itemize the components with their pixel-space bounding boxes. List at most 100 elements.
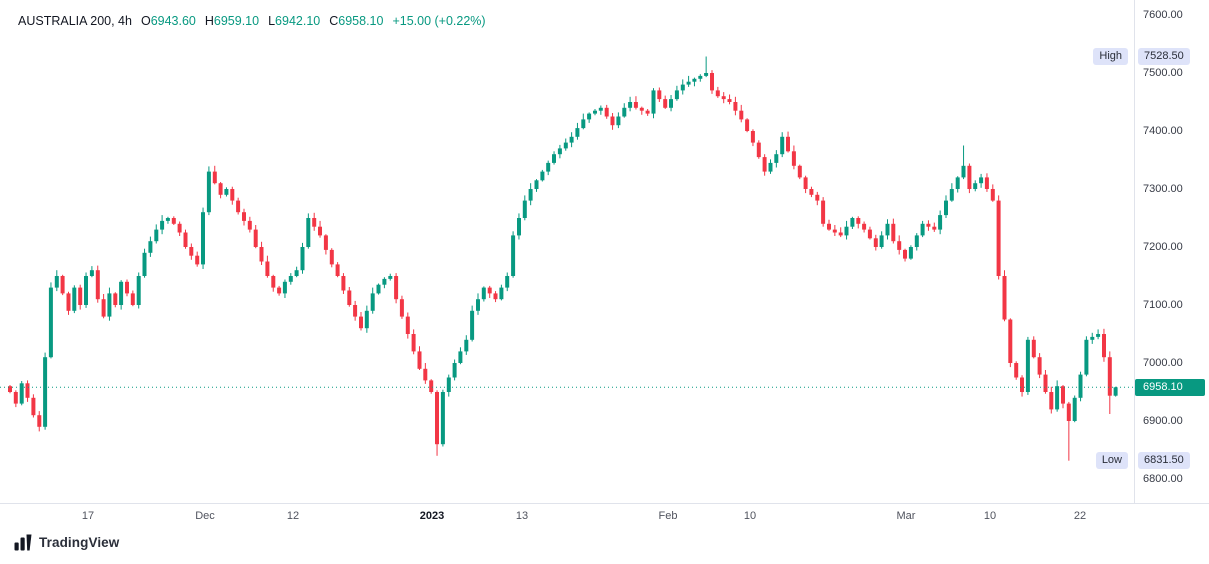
candle-up <box>107 293 112 317</box>
price-axis-separator <box>1134 0 1135 503</box>
candle-down <box>1020 377 1024 392</box>
candle-up <box>616 116 621 126</box>
candle-down <box>1037 357 1042 375</box>
candle-down <box>411 334 416 352</box>
price-axis-label: 7400.00 <box>1143 124 1183 137</box>
time-axis-label: Mar <box>896 510 916 522</box>
candle-down <box>610 116 615 126</box>
candle-down <box>750 131 755 143</box>
tradingview-logo-icon <box>14 533 32 551</box>
low-price-axis-label: 6831.50 <box>1138 452 1190 470</box>
candle-up <box>470 310 475 340</box>
candle-down <box>897 241 902 250</box>
candle-up <box>704 73 709 76</box>
candle-down <box>405 316 410 334</box>
symbol-title[interactable]: AUSTRALIA 200, 4h <box>18 14 132 28</box>
ohlc-open: O6943.60 <box>141 14 196 28</box>
ohlc-high: H6959.10 <box>205 14 259 28</box>
candle-up <box>1096 334 1101 337</box>
candle-up <box>148 241 153 253</box>
candle-up <box>908 247 913 259</box>
candle-down <box>639 107 644 111</box>
candle-down <box>803 177 808 189</box>
ohlc-close-prefix: C <box>329 14 339 28</box>
price-axis[interactable]: 7600.00 7500.00 7400.00 7300.00 7200.00 7100.… <box>1135 0 1209 503</box>
candle-down <box>990 189 995 201</box>
candle-down <box>809 189 814 195</box>
candle-down <box>786 136 790 152</box>
candle-down <box>101 299 106 317</box>
ohlc-high-prefix: H <box>204 14 214 28</box>
candle-up <box>774 154 779 163</box>
change-value: +15.00 (+0.22%) <box>392 14 486 28</box>
candle-up <box>224 189 229 195</box>
price-axis-label: 7300.00 <box>1143 182 1183 195</box>
candle-down <box>125 281 129 294</box>
ohlc-open-prefix: O <box>140 14 151 28</box>
candle-up <box>19 383 24 404</box>
candle-up <box>206 171 211 213</box>
candle-up <box>517 218 521 236</box>
candle-down <box>230 189 235 201</box>
candle-up <box>154 229 159 242</box>
candle-down <box>212 171 217 184</box>
candle-up <box>979 177 984 184</box>
time-axis-label: 10 <box>983 510 997 522</box>
candle-down <box>827 223 831 230</box>
candlestick-chart[interactable] <box>0 0 1134 503</box>
candle-down <box>727 99 732 102</box>
candle-down <box>8 386 12 392</box>
candle-up <box>780 136 785 155</box>
price-axis-label: 6900.00 <box>1143 414 1183 427</box>
candle-up <box>955 177 960 189</box>
time-axis-label: 10 <box>743 510 757 522</box>
candle-up <box>534 180 539 189</box>
candle-up <box>165 218 170 221</box>
candle-down <box>78 287 83 305</box>
candle-up <box>844 226 849 236</box>
candle-up <box>481 287 486 300</box>
candle-up <box>54 276 59 288</box>
candle-down <box>733 102 738 111</box>
candle-up <box>692 78 697 82</box>
candle-up <box>440 392 445 445</box>
candle-down <box>856 218 861 224</box>
candle-up <box>686 81 691 85</box>
candle-down <box>645 110 650 114</box>
candle-down <box>633 102 638 108</box>
price-axis-label: 7000.00 <box>1143 356 1183 369</box>
candle-down <box>423 368 428 381</box>
ohlc-low-value: 6942.10 <box>275 14 321 28</box>
tradingview-watermark[interactable]: TradingView <box>14 533 119 551</box>
candle-up <box>680 84 685 91</box>
candle-up <box>575 128 580 137</box>
ohlc-high-value: 6959.10 <box>213 14 260 28</box>
candle-down <box>932 226 937 230</box>
candle-down <box>25 383 30 398</box>
time-axis[interactable]: 17 Dec 12 2023 13 Feb 10 Mar 10 22 <box>0 504 1134 528</box>
candle-down <box>903 249 907 259</box>
candle-up <box>84 276 88 305</box>
candle-up <box>1084 339 1089 375</box>
candle-down <box>1014 363 1019 378</box>
ohlc-close: C6958.10 <box>329 14 383 28</box>
candle-up <box>1072 397 1077 421</box>
candle-up <box>288 276 293 282</box>
candle-up <box>698 75 703 79</box>
time-axis-label: Feb <box>658 510 678 522</box>
candle-down <box>312 218 317 227</box>
candle-up <box>1113 387 1118 396</box>
candle-down <box>762 157 767 172</box>
candle-down <box>867 229 872 239</box>
candle-down <box>236 200 241 213</box>
candle-up <box>376 284 381 294</box>
candle-down <box>259 247 264 262</box>
candle-down <box>95 270 100 300</box>
high-price-marker: High <box>1093 48 1128 65</box>
time-axis-label: 12 <box>286 510 300 522</box>
symbol-legend: AUSTRALIA 200, 4h O6943.60 H6959.10 L694… <box>18 14 486 28</box>
candle-up <box>669 99 673 108</box>
candle-down <box>60 276 65 294</box>
candle-up <box>476 299 480 311</box>
candle-down <box>189 247 194 256</box>
